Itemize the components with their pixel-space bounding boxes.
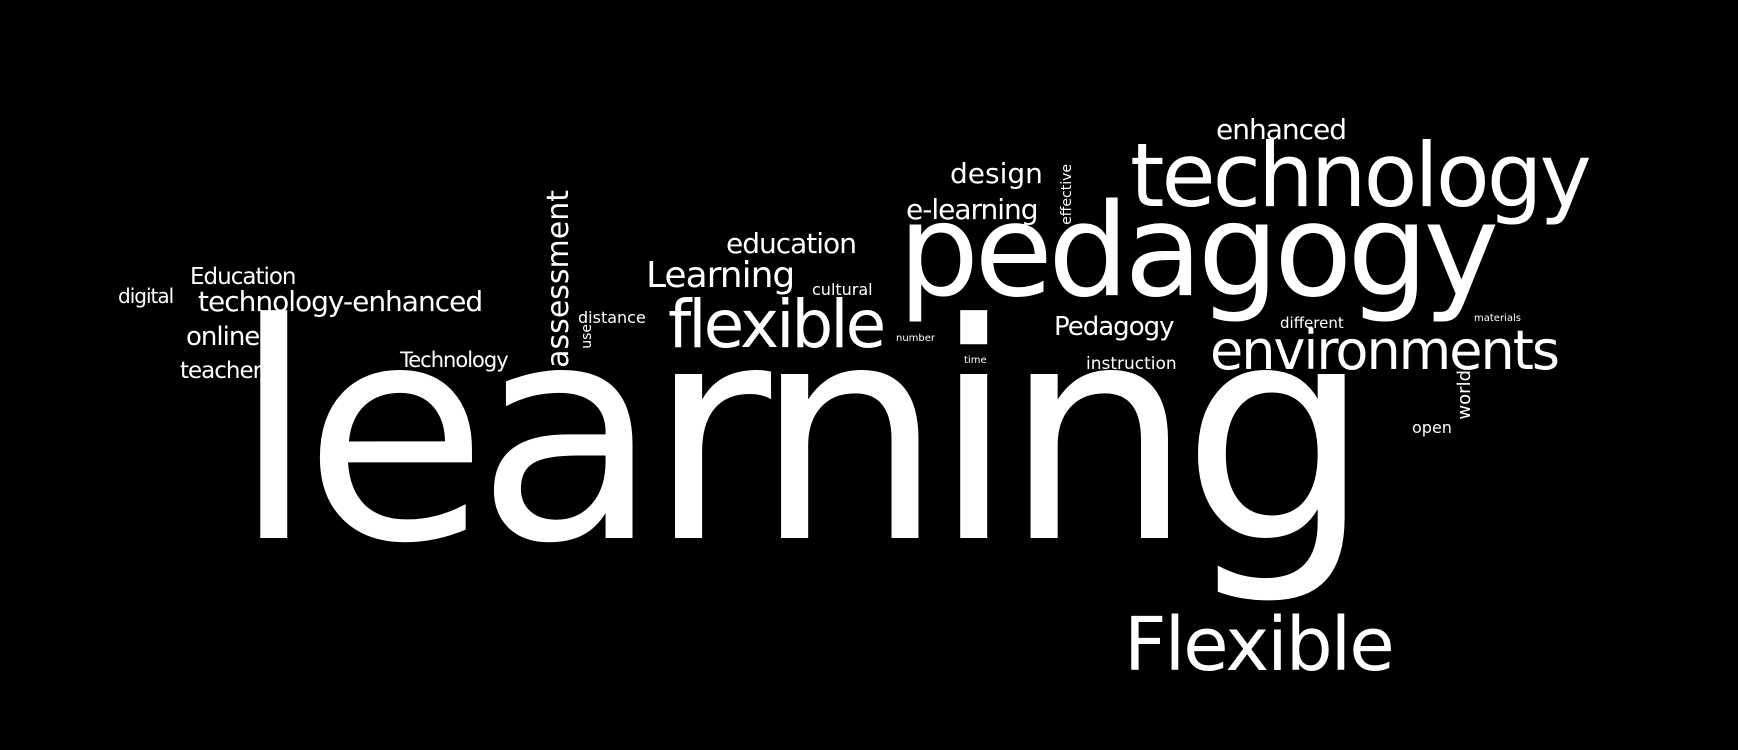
word-number: number: [896, 333, 936, 344]
word-use: use: [579, 324, 595, 349]
word-enhanced: enhanced: [1216, 113, 1347, 146]
word-environments: environments: [1210, 319, 1560, 382]
word-Flexible: Flexible: [1124, 602, 1395, 688]
word-open: open: [1412, 418, 1452, 437]
word-cultural: cultural: [812, 280, 873, 299]
word-assessment: assessment: [541, 190, 576, 368]
word-Education: Education: [190, 264, 297, 290]
word-technology-enhanced: technology-enhanced: [198, 285, 483, 318]
word-time: time: [964, 355, 987, 366]
word-technology: technology: [1130, 124, 1592, 227]
word-education: education: [726, 227, 857, 260]
word-Learning: Learning: [646, 255, 795, 296]
word-Pedagogy: Pedagogy: [1054, 312, 1174, 342]
word-materials: materials: [1474, 313, 1521, 324]
word-effective: effective: [1059, 164, 1075, 225]
word-instruction: instruction: [1086, 354, 1177, 374]
word-distance: distance: [578, 308, 646, 327]
word-learning: learning: [232, 260, 1372, 609]
word-online: online: [186, 322, 260, 352]
word-digital: digital: [118, 284, 174, 308]
word-flexible: flexible: [668, 286, 886, 363]
word-Technology: Technology: [400, 348, 509, 372]
word-world: world: [1454, 370, 1475, 420]
word-pedagogy: pedagogy: [898, 177, 1499, 326]
word-teacher: teacher: [180, 358, 262, 384]
word-design: design: [950, 157, 1043, 190]
word-different: different: [1280, 314, 1344, 332]
word-e-learning: e-learning: [906, 193, 1039, 226]
